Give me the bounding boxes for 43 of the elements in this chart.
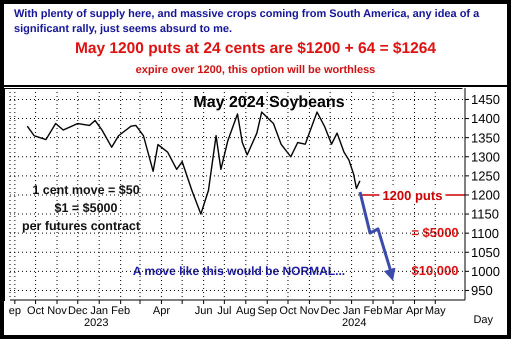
- annotation: $10,000: [410, 263, 460, 278]
- text: With plenty of supply here, and massive crops coming from South America, any idea of a significant rally, just seems absurd to me.: [14, 7, 480, 37]
- y-tick-label: 1150: [471, 206, 499, 222]
- y-tick-label: 1100: [471, 226, 499, 241]
- y-tick-label: 1250: [471, 168, 500, 184]
- x-tick-label: Jul: [217, 304, 232, 317]
- x-tick-label: Jan: [342, 304, 360, 317]
- x-tick-label: Feb: [111, 304, 130, 317]
- ref-line-label: 1200 puts: [382, 188, 442, 203]
- annotation: per futures contract: [20, 219, 142, 233]
- x-tick-label: Apr: [152, 304, 170, 317]
- y-tick-label: 950: [471, 283, 493, 298]
- x-axis-title: Day: [473, 314, 493, 326]
- x-tick-label: ep: [8, 304, 21, 317]
- y-tick-label: 1000: [471, 264, 500, 279]
- text: expire over 1200, this option will be worthless: [134, 64, 376, 76]
- x-tick-label: Dec: [320, 304, 340, 317]
- annotation: $1 = $5000: [54, 201, 118, 215]
- x-tick-label: Aug: [236, 304, 256, 317]
- y-tick-label: 1050: [471, 244, 500, 260]
- text: May 1200 puts at 24 cents are $1200 + 64 = $1264: [74, 40, 438, 58]
- x-tick-label: Nov: [300, 304, 320, 317]
- x-tick-label: May: [424, 304, 446, 317]
- x-tick-label: Jan: [90, 304, 108, 317]
- x-tick-label: Feb: [364, 304, 383, 317]
- x-tick-label: Nov: [47, 304, 68, 317]
- x-tick-label: Apr: [406, 304, 424, 317]
- y-tick-label: 1400: [471, 111, 500, 126]
- text: 2024: [342, 317, 366, 329]
- x-tick-label: Sep: [257, 304, 278, 317]
- x-tick-label: Jun: [194, 304, 212, 317]
- x-tick-label: Oct: [27, 304, 44, 317]
- chart-title: May 2024 Soybeans: [192, 94, 346, 112]
- y-tick-label: 1200: [471, 188, 500, 203]
- y-tick-label: 1450: [471, 92, 500, 108]
- annotation: = $5000: [410, 225, 460, 240]
- annotation: 1 cent move = $50: [31, 183, 141, 197]
- x-tick-label: Mar: [384, 304, 403, 317]
- x-tick-label: Dec: [68, 304, 88, 317]
- y-tick-label: 1300: [471, 149, 500, 164]
- text: 2023: [84, 317, 108, 329]
- y-tick-label: 1350: [471, 130, 500, 146]
- x-tick-label: Oct: [279, 304, 297, 317]
